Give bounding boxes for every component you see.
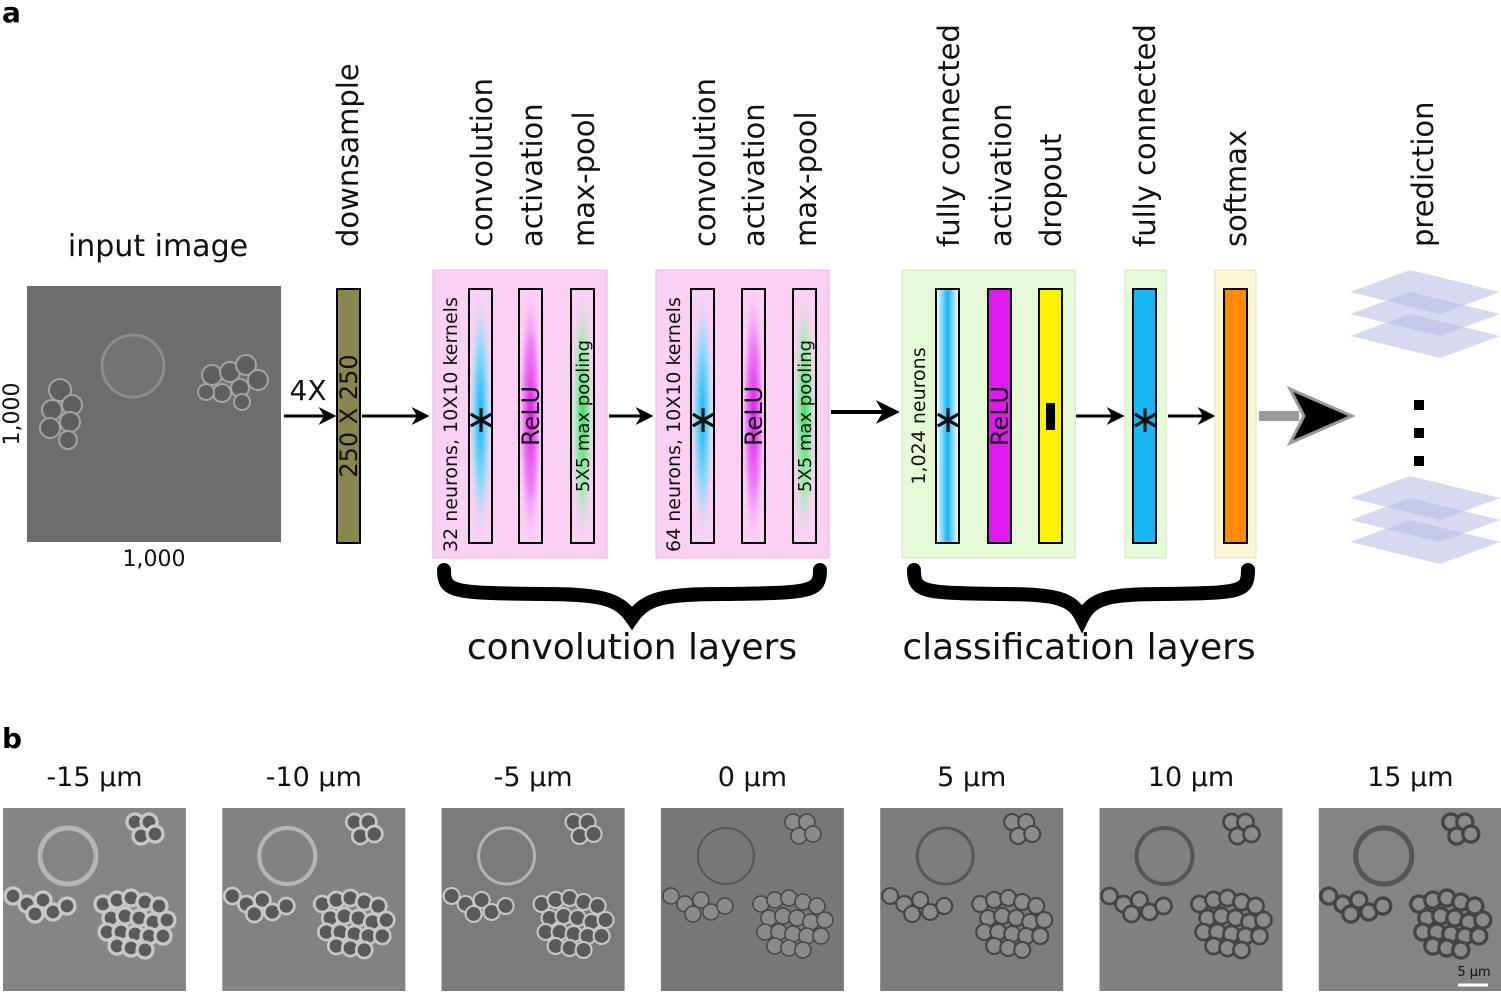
arrow-softmax-to-prediction	[1259, 385, 1356, 447]
conv-block-2: convolution activation max-pool 64 neuro…	[655, 78, 830, 559]
classification-layers-label: classification layers	[902, 627, 1255, 668]
conv2-maxpool-layer	[792, 288, 817, 544]
conv2-header-convolution: convolution	[688, 78, 722, 247]
downsample-size: 250 X 250	[335, 354, 363, 477]
conv1-convolution-symbol: ∗	[465, 397, 497, 441]
downsample-bar	[336, 288, 361, 544]
conv2-header-activation: activation	[737, 103, 771, 247]
conv2-pool-label: 5X5 max pooling	[795, 340, 816, 492]
conv1-maxpool-layer	[570, 288, 595, 544]
prediction-header: prediction	[1406, 102, 1440, 248]
fc2-layer	[1132, 288, 1157, 544]
prediction-stack-top	[1350, 270, 1500, 358]
focus-micrograph	[660, 808, 844, 991]
dropout-symbol	[1046, 403, 1055, 430]
panel-b-letter: b	[2, 722, 22, 755]
fc2-symbol: ∗	[1129, 397, 1161, 441]
fc-relu-label: ReLU	[986, 386, 1014, 446]
focus-micrograph	[3, 808, 186, 991]
focus-micrograph	[441, 808, 625, 991]
panel-a-letter: a	[2, 0, 21, 29]
focus-offset-label: -5 µm	[494, 762, 573, 793]
fc-neurons-label: 1,024 neurons	[908, 347, 930, 484]
focus-offset-label: 5 µm	[937, 762, 1006, 793]
conv1-relu-layer	[518, 288, 543, 544]
scale-bar: 5 µm	[1457, 965, 1491, 987]
focus-offset-label: -15 µm	[46, 762, 142, 793]
fc-block: fully connected activation dropout 1,024…	[901, 24, 1076, 559]
input-width-label: 1,000	[123, 547, 186, 572]
fc-header-fully-connected: fully connected	[932, 24, 966, 247]
fc-header-activation: activation	[984, 103, 1018, 247]
conv1-neurons-label: 32 neurons, 10X10 kernels	[440, 297, 462, 552]
convolution-layers-label: convolution layers	[467, 627, 797, 668]
conv1-header-activation: activation	[515, 103, 549, 247]
input-micrograph	[27, 286, 281, 542]
downsample-header: downsample	[331, 63, 365, 247]
focus-micrograph	[222, 808, 406, 991]
conv1-pool-label: 5X5 max pooling	[573, 340, 594, 492]
fc-layer	[935, 288, 960, 544]
focus-micrograph	[1318, 808, 1501, 991]
conv2-header-maxpool: max-pool	[789, 111, 823, 247]
downsample-factor: 4X	[290, 374, 327, 407]
focus-series: -15 µm -10 µm -5 µm 0 µm 5 µm 10 µm 15 µm	[3, 762, 1501, 991]
prediction-ellipsis	[1414, 400, 1424, 466]
focus-micrograph	[880, 808, 1064, 991]
conv2-relu-layer	[741, 288, 766, 544]
conv2-neurons-label: 64 neurons, 10X10 kernels	[663, 297, 685, 552]
input-height-label: 1,000	[0, 383, 25, 446]
conv2-relu-label: ReLU	[740, 386, 768, 446]
fc2-header: fully connected	[1128, 24, 1162, 247]
focus-offset-label: 0 µm	[718, 762, 787, 793]
focus-offset-label: -10 µm	[266, 762, 362, 793]
softmax-layer	[1223, 288, 1248, 544]
fc-header-dropout: dropout	[1034, 134, 1068, 247]
classification-brace	[907, 563, 1255, 634]
conv1-convolution-layer	[468, 288, 493, 544]
prediction-stack-bottom	[1350, 476, 1500, 564]
focus-offset-label: 10 µm	[1148, 762, 1234, 793]
focus-offset-label: 15 µm	[1367, 762, 1453, 793]
conv-block-1: convolution activation max-pool 32 neuro…	[432, 78, 608, 559]
scale-bar-label: 5 µm	[1457, 965, 1490, 980]
conv1-header-maxpool: max-pool	[567, 111, 601, 247]
conv2-convolution-layer	[690, 288, 715, 544]
conv1-relu-label: ReLU	[517, 386, 545, 446]
input-image-title: input image	[68, 229, 248, 264]
conv1-header-convolution: convolution	[465, 78, 499, 247]
convolution-brace	[437, 563, 827, 631]
focus-micrograph	[1099, 808, 1283, 991]
fc-symbol: ∗	[932, 397, 964, 441]
fc-relu-layer	[987, 288, 1012, 544]
softmax-header: softmax	[1219, 130, 1253, 247]
conv2-convolution-symbol: ∗	[687, 397, 719, 441]
